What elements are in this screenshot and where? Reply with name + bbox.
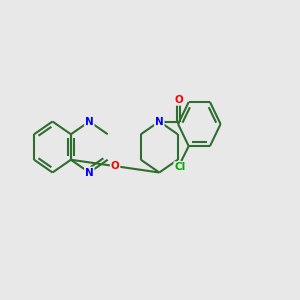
Text: Cl: Cl	[174, 162, 186, 172]
Text: O: O	[111, 161, 119, 171]
Text: O: O	[174, 95, 183, 105]
Text: N: N	[85, 167, 94, 178]
Text: N: N	[155, 116, 164, 127]
Text: N: N	[85, 116, 94, 127]
